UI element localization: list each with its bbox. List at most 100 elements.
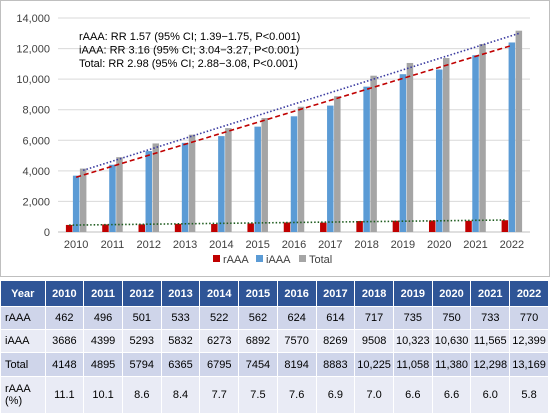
- table-cell: 6365: [161, 352, 201, 377]
- table-cell: 501: [122, 306, 162, 331]
- bar-total: [297, 106, 305, 232]
- table-row: rAAA (%) 11.1 10.1 8.6 8.4 7.7 7.5 7.6 6.9 7.0 6.6…: [1, 376, 549, 415]
- data-table: Year 2010 2011 2012 2013 2014 2015 2016 2017 2018…: [1, 281, 549, 415]
- bar-raaa: [247, 223, 254, 232]
- y-tick-label: 14,000: [16, 13, 50, 25]
- table-cell: 12,298: [470, 352, 511, 377]
- bar-total: [261, 118, 268, 232]
- table-row-label: rAAA: [1, 306, 46, 331]
- chart-panel: 0 2,000 4,000 6,000 8,000 10,000 12,000 14,000 2…: [0, 0, 550, 277]
- bar-total: [479, 44, 486, 233]
- table-row-label: Total: [1, 352, 46, 377]
- table-cell: 6273: [199, 329, 240, 354]
- table-year-header: 2010: [45, 281, 85, 307]
- table-year-header: 2016: [277, 281, 317, 307]
- table-year-header: 2021: [470, 281, 511, 307]
- table-cell: 8.6: [122, 376, 162, 415]
- bar-iaaa: [254, 126, 261, 232]
- table-cell: 733: [470, 306, 511, 331]
- table-cell: 4148: [45, 352, 85, 377]
- x-tick-label: 2012: [137, 239, 161, 251]
- bar-iaaa: [399, 74, 407, 233]
- table-cell: 4895: [83, 352, 123, 377]
- bar-raaa: [283, 222, 291, 232]
- x-tick-label: 2022: [500, 239, 524, 251]
- bar-iaaa: [218, 136, 225, 232]
- x-tick-label: 2013: [173, 239, 197, 251]
- table-cell: 624: [277, 306, 317, 331]
- table-cell: 717: [354, 306, 394, 331]
- bar-raaa: [392, 220, 400, 232]
- legend-label-raaa: rAAA: [223, 254, 249, 266]
- y-tick-label: 2,000: [22, 196, 50, 208]
- table-year-header: 2015: [238, 281, 278, 307]
- table-cell: 6795: [199, 352, 240, 377]
- table-cell: 6.9: [316, 376, 356, 415]
- bar-iaaa: [363, 86, 370, 233]
- table-year-header: 2014: [199, 281, 240, 307]
- bar-chart: 0 2,000 4,000 6,000 8,000 10,000 12,000 14,000 2…: [0, 0, 550, 277]
- table-cell: 8269: [316, 329, 356, 354]
- table-cell: 5.8: [509, 376, 549, 415]
- table-cell: 614: [316, 306, 356, 331]
- bar-iaaa: [327, 105, 334, 232]
- table-cell: 4399: [83, 329, 123, 354]
- bar-total: [515, 30, 523, 233]
- table-cell: 7.7: [199, 376, 240, 415]
- table-cell: 11.1: [45, 376, 85, 415]
- table-cell: 7.0: [354, 376, 394, 415]
- table-year-header: 2020: [432, 281, 472, 307]
- table-row: Total 4148 4895 5794 6365 6795 7454 8194 8883 10,…: [1, 352, 549, 377]
- trendline-total: [82, 32, 520, 172]
- legend-swatch-iaaa: [256, 255, 263, 262]
- x-tick-label: 2020: [427, 239, 451, 251]
- x-tick-label: 2018: [354, 239, 378, 251]
- bar-raaa: [356, 221, 363, 232]
- bar-iaaa: [508, 42, 516, 232]
- table-cell: 6.6: [432, 376, 472, 415]
- x-tick-label: 2016: [282, 239, 306, 251]
- table-header-row: Year 2010 2011 2012 2013 2014 2015 2016 2017 2018…: [1, 281, 549, 307]
- table-year-header: 2012: [122, 281, 162, 307]
- legend-label-total: Total: [309, 254, 332, 266]
- bar-iaaa: [290, 116, 298, 232]
- table-row-label: iAAA: [1, 329, 46, 354]
- y-tick-label: 0: [44, 227, 50, 239]
- table-cell: 3686: [45, 329, 85, 354]
- legend-swatch-raaa: [213, 255, 220, 262]
- bar-raaa: [465, 220, 472, 232]
- trendline-iaaa: [75, 44, 513, 178]
- table-cell: 6892: [238, 329, 278, 354]
- table-header-label: Year: [1, 281, 46, 307]
- bar-total: [406, 62, 414, 233]
- table-year-header: 2011: [83, 281, 123, 307]
- bar-iaaa: [435, 69, 443, 233]
- x-tick-label: 2011: [101, 239, 125, 251]
- bar-iaaa: [109, 164, 116, 232]
- bar-raaa: [138, 224, 146, 232]
- table-cell: 462: [45, 306, 85, 331]
- table-cell: 533: [161, 306, 201, 331]
- y-tick-label: 4,000: [22, 166, 50, 178]
- table-cell: 5832: [161, 329, 201, 354]
- y-tick-label: 8,000: [22, 105, 50, 117]
- bar-iaaa: [145, 151, 153, 232]
- table-row: iAAA 3686 4399 5293 5832 6273 6892 7570 8269 9508…: [1, 329, 549, 354]
- rr-annotation: iAAA: RR 3.16 (95% CI; 3.04−3.27, P<0.00…: [79, 45, 299, 57]
- table-cell: 750: [432, 306, 472, 331]
- table-year-header: 2019: [393, 281, 433, 307]
- bar-total: [152, 143, 160, 232]
- bar-raaa: [428, 220, 436, 232]
- rr-annotation: rAAA: RR 1.57 (95% CI; 1.39−1.75, P<0.00…: [79, 31, 300, 43]
- table-cell: 13,169: [509, 352, 549, 377]
- x-tick-label: 2021: [463, 239, 487, 251]
- bar-iaaa: [72, 175, 80, 232]
- y-tick-label: 10,000: [16, 74, 50, 86]
- bar-total: [79, 168, 87, 232]
- y-tick-label: 12,000: [16, 44, 50, 56]
- table-cell: 6.0: [470, 376, 511, 415]
- table-cell: 7454: [238, 352, 278, 377]
- table-row-label: rAAA (%): [1, 376, 46, 415]
- bar-iaaa: [181, 142, 189, 232]
- table-cell: 8.4: [161, 376, 201, 415]
